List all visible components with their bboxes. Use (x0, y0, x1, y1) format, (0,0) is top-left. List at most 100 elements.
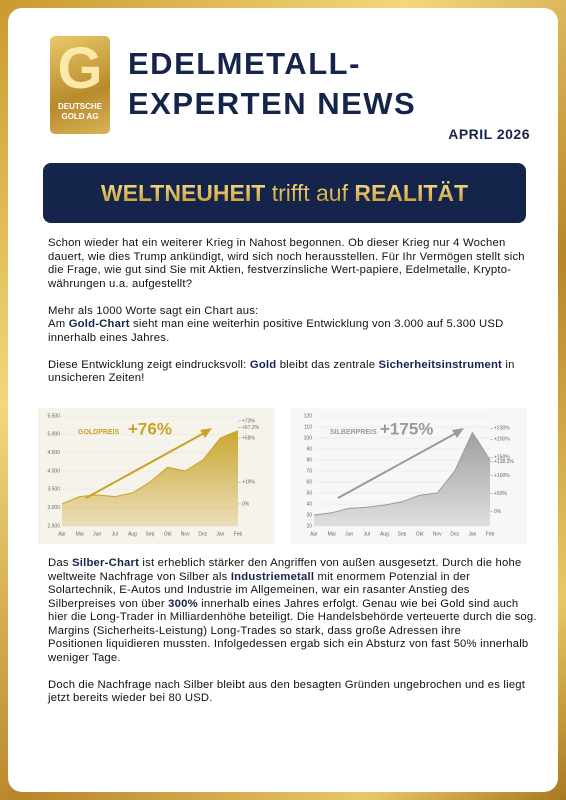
chart-highlight: +76% (128, 419, 172, 438)
x-tick-label: Feb (486, 531, 495, 537)
logo-letter: G (57, 36, 103, 101)
text: ist erheblich stärker den Angriffen von … (48, 557, 522, 583)
text: innerhalb eines Jahres erfolgt. Genau wi… (48, 597, 537, 637)
y2-tick-label: +138.2% (494, 459, 514, 465)
x-tick-label: Dez (198, 531, 207, 537)
x-tick-label: Jan (468, 531, 476, 537)
y-tick-label: 120 (304, 413, 313, 419)
text: sieht man eine weiterhin positive Entwic… (48, 318, 504, 344)
banner-text: trifft auf (265, 180, 355, 206)
x-tick-label: Feb (234, 531, 243, 537)
text: Positionen liquidieren mussten. Infolged… (48, 638, 529, 664)
logo-text: DEUTSCHE (57, 102, 102, 111)
x-tick-label: Sep (146, 531, 155, 537)
x-tick-label: Jul (112, 531, 118, 537)
x-tick-label: Okt (416, 531, 424, 537)
paragraph: Mehr als 1000 Worte sagt ein Chart aus: A… (48, 305, 540, 346)
y-tick-label: 70 (306, 468, 312, 474)
x-tick-label: Jul (364, 531, 370, 537)
text: bleibt das zentrale (276, 358, 379, 371)
bold-text: Silber-Chart (72, 557, 140, 569)
x-tick-label: Jan (216, 531, 224, 537)
chart-label: SILBERPREIS (330, 429, 377, 436)
trend-arrow (85, 431, 207, 499)
bold-text: 300% (168, 597, 198, 610)
y-tick-label: 4.000 (47, 468, 60, 474)
area (314, 432, 490, 526)
x-tick-label: Mai (328, 531, 336, 537)
bold-text: Gold-Chart (68, 318, 130, 330)
banner: WELTNEUHEIT trifft auf REALITÄT (43, 163, 526, 223)
arrow-head (200, 428, 212, 438)
y-tick-label: 40 (306, 501, 312, 507)
y2-tick-label: 0% (494, 509, 502, 515)
logo-text: GOLD AG (61, 112, 99, 121)
x-tick-label: Apr (58, 531, 66, 537)
y-tick-label: 5.500 (47, 413, 60, 419)
text: Mehr als 1000 Worte sagt ein Chart aus: (48, 304, 259, 317)
y2-tick-label: +200% (494, 437, 510, 443)
chart-label: GOLDPREIS (78, 429, 120, 436)
title-line: EXPERTEN NEWS (128, 86, 417, 121)
gold-chart: 2.5003.0003.5004.0004.5005.0005.500+73%+… (38, 408, 275, 544)
y-tick-label: 2.500 (47, 523, 60, 529)
x-tick-label: Mai (76, 531, 84, 537)
issue-date: APRIL 2026 (448, 126, 530, 142)
paragraph: Doch die Nachfrage nach Silber bleibt au… (48, 679, 540, 706)
y-tick-label: 5.000 (47, 432, 60, 438)
logo: G DEUTSCHE GOLD AG (50, 36, 110, 134)
y2-tick-label: +73% (242, 418, 255, 424)
title: EDELMETALL- EXPERTEN NEWS (128, 44, 416, 124)
x-tick-label: Jun (345, 531, 353, 537)
y-tick-label: 60 (306, 479, 312, 485)
silver-chart: 20 30 40 50 60 70 80 90 100 110 120 +230% +200% +150%… (290, 408, 527, 544)
intro-text: Schon wieder hat ein weiterer Krieg in N… (48, 237, 540, 399)
outro-text: Das Silber-Chart ist erheblich stärker d… (48, 557, 540, 719)
banner-text: REALITÄT (354, 180, 469, 206)
y2-tick-label: +67.2% (242, 425, 260, 431)
chart-highlight: +175% (380, 419, 433, 438)
y-tick-label: 4.500 (47, 450, 60, 456)
x-tick-label: Aug (128, 531, 137, 537)
paragraph: Diese Entwicklung zeigt eindrucksvoll: G… (48, 359, 540, 386)
x-tick-label: Nov (181, 531, 190, 537)
banner-text: WELTNEUHEIT (100, 180, 266, 206)
y2-tick-label: +58% (242, 435, 255, 441)
text: mit enormem Potenzial in der Solartechni… (48, 570, 471, 610)
title-line: EDELMETALL- (128, 46, 361, 81)
y2-tick-label: +150% (494, 455, 510, 461)
y2-tick-label: +19% (242, 480, 255, 486)
bold-text: Sicherheitsinstrument (378, 358, 503, 371)
y2-tick-label: 0% (242, 501, 250, 507)
x-tick-label: Okt (164, 531, 172, 537)
x-tick-label: Aug (380, 531, 389, 537)
arrow-head (452, 428, 464, 438)
text: Das (48, 557, 73, 569)
bold-text: Industriemetall (230, 570, 315, 583)
line (313, 431, 491, 516)
y-tick-label: 80 (306, 457, 312, 463)
paragraph: Schon wieder hat ein weiterer Krieg in N… (48, 237, 540, 291)
y-tick-label: 50 (306, 490, 312, 496)
text: Diese Entwicklung zeigt eindrucksvoll: (48, 358, 250, 371)
y-tick-label: 100 (304, 435, 313, 441)
text: Schon wieder hat ein weiterer Krieg in N… (48, 237, 525, 290)
y-tick-label: 20 (306, 523, 312, 529)
paragraph: Das Silber-Chart ist erheblich stärker d… (48, 557, 540, 665)
x-tick-label: Jun (93, 531, 101, 537)
y2-tick-label: +230% (494, 426, 510, 432)
x-tick-label: Apr (310, 531, 318, 537)
y-tick-label: 3.000 (47, 505, 60, 511)
y-tick-label: 30 (306, 512, 312, 518)
y2-tick-label: +100% (494, 473, 510, 479)
y-tick-label: 3.500 (47, 487, 60, 493)
text: Doch die Nachfrage nach Silber bleibt au… (48, 678, 526, 705)
text: Am (48, 318, 69, 330)
x-tick-label: Nov (433, 531, 442, 537)
x-tick-label: Dez (450, 531, 459, 537)
bold-text: Gold (249, 358, 277, 371)
trend-arrow (337, 431, 459, 499)
text: in unsicheren Zeiten! (48, 358, 515, 385)
